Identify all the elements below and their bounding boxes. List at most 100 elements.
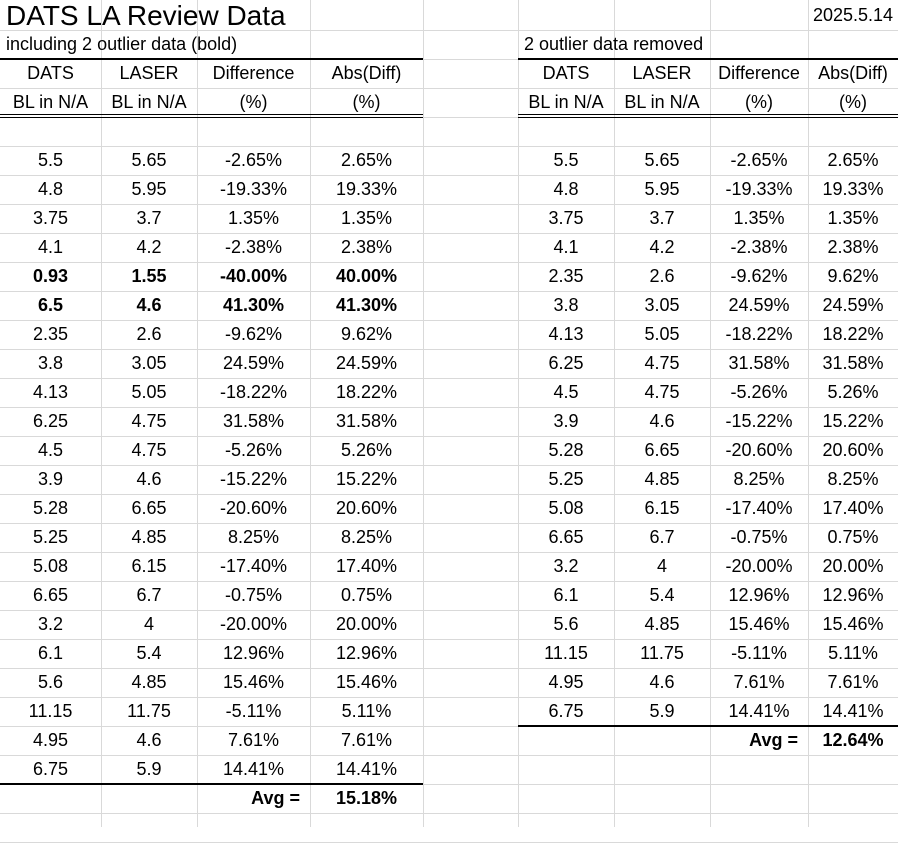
left-header-0-line2: BL in N/A: [12, 92, 89, 112]
right-cell: 17.40%: [822, 498, 884, 518]
left-cell: 1.35%: [340, 208, 393, 228]
gridline-horizontal: [0, 378, 898, 379]
left-cell: 0.75%: [340, 585, 393, 605]
left-cell: 4.1: [37, 237, 64, 257]
right-cell: 4.95: [548, 672, 584, 692]
left-cell: 4.6: [136, 730, 162, 750]
gridline-horizontal: [0, 697, 898, 698]
right-cell: -0.75%: [730, 527, 788, 547]
gridline-horizontal: [0, 610, 898, 611]
right-cell: -20.60%: [725, 440, 793, 460]
left-header-rule-top: [0, 114, 423, 115]
right-cell: 0.75%: [827, 527, 879, 547]
left-cell: 5.65: [131, 150, 167, 170]
right-cell: 7.61%: [827, 672, 879, 692]
gridline-horizontal: [0, 88, 898, 89]
left-cell: 3.8: [37, 353, 64, 373]
right-cell: 5.9: [649, 701, 675, 721]
left-cell: 3.9: [37, 469, 64, 489]
right-cell: 20.60%: [822, 440, 884, 460]
right-subtitle-rule: [518, 58, 898, 60]
right-subtitle: 2 outlier data removed: [524, 34, 704, 54]
right-cell: 4: [656, 556, 667, 576]
right-cell: 5.08: [548, 498, 584, 518]
gridline-horizontal: [0, 813, 898, 814]
left-cell: -0.75%: [224, 585, 283, 605]
right-header-rule-bottom: [518, 117, 898, 118]
gridline-horizontal: [0, 175, 898, 176]
left-cell: 4.95: [32, 730, 69, 750]
left-cell: 15.46%: [222, 672, 285, 692]
right-cell: 4.75: [644, 382, 680, 402]
gridline-horizontal: [0, 494, 898, 495]
left-cell: 5.26%: [340, 440, 393, 460]
right-cell: 5.05: [644, 324, 680, 344]
left-cell: 2.38%: [340, 237, 393, 257]
gridline-horizontal: [0, 639, 898, 640]
right-cell: 20.00%: [822, 556, 884, 576]
left-cell: 12.96%: [335, 643, 398, 663]
right-cell: 24.59%: [822, 295, 884, 315]
left-cell: 3.05: [131, 353, 167, 373]
right-cell: 14.41%: [822, 701, 884, 721]
right-cell: 4.6: [649, 672, 675, 692]
left-cell: 11.15: [28, 701, 73, 721]
right-cell: 3.8: [553, 295, 579, 315]
left-cell: 6.7: [136, 585, 162, 605]
left-cell: 6.75: [32, 759, 69, 779]
gridline-horizontal: [0, 407, 898, 408]
right-cell: 5.26%: [827, 382, 879, 402]
gridline-horizontal: [0, 726, 898, 727]
right-cell: 6.65: [548, 527, 584, 547]
right-cell: 4.75: [644, 353, 680, 373]
right-cell: 2.6: [649, 266, 675, 286]
left-cell: 12.96%: [222, 643, 285, 663]
left-cell: 5.5: [37, 150, 64, 170]
right-cell: 12.96%: [822, 585, 884, 605]
left-cell: 7.61%: [340, 730, 393, 750]
right-cell: 11.15: [544, 643, 588, 663]
left-cell: 4.13: [32, 382, 69, 402]
right-cell: -5.26%: [730, 382, 788, 402]
left-cell: 18.22%: [335, 382, 398, 402]
left-cell: -40.00%: [219, 266, 288, 286]
gridline-horizontal: [0, 59, 898, 60]
right-cell: -5.11%: [731, 643, 787, 663]
gridline-horizontal: [0, 349, 898, 350]
right-cell: -9.62%: [730, 266, 788, 286]
left-cell: 5.6: [37, 672, 64, 692]
gridline-horizontal: [0, 146, 898, 147]
left-cell: 20.00%: [335, 614, 398, 634]
left-cell: -18.22%: [219, 382, 288, 402]
right-cell: 4.6: [649, 411, 675, 431]
right-cell: 18.22%: [822, 324, 884, 344]
right-cell: 4.1: [553, 237, 579, 257]
left-cell: -20.60%: [219, 498, 288, 518]
left-cell: 2.35: [32, 324, 69, 344]
gridline-horizontal: [0, 523, 898, 524]
left-cell: -5.11%: [225, 701, 282, 721]
right-cell: 4.5: [553, 382, 579, 402]
left-cell: 7.61%: [227, 730, 280, 750]
right-cell: -19.33%: [725, 179, 793, 199]
right-header-0-line2: BL in N/A: [528, 92, 604, 112]
right-total-rule: [518, 725, 898, 727]
gridline-horizontal: [0, 262, 898, 263]
left-cell: 9.62%: [340, 324, 393, 344]
right-header-2-line1: Difference: [718, 63, 800, 83]
right-cell: 15.22%: [822, 411, 884, 431]
right-cell: 31.58%: [822, 353, 884, 373]
right-cell: 8.25%: [733, 469, 785, 489]
left-cell: 41.30%: [335, 295, 398, 315]
gridline-horizontal: [0, 117, 898, 118]
left-cell: 2.65%: [340, 150, 393, 170]
right-cell: -2.38%: [730, 237, 788, 257]
left-cell: 31.58%: [335, 411, 398, 431]
left-cell: 8.25%: [227, 527, 280, 547]
left-header-2-line2: (%): [239, 92, 268, 112]
left-header-3-line1: Abs(Diff): [331, 63, 402, 83]
left-cell: -19.33%: [219, 179, 288, 199]
right-cell: 4.85: [644, 469, 680, 489]
right-cell: -2.65%: [730, 150, 788, 170]
right-cell: 4.13: [548, 324, 584, 344]
